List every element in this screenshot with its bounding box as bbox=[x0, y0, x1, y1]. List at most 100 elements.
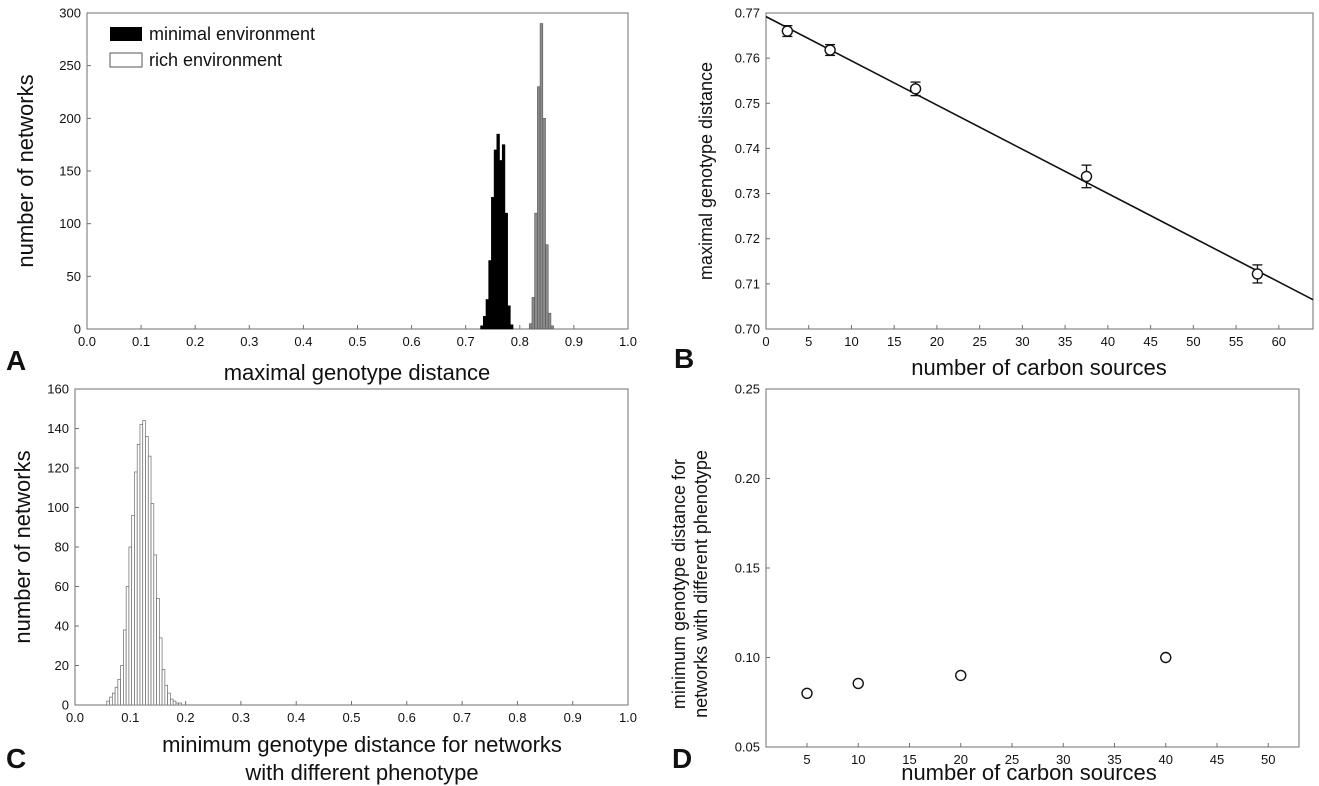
panel-a-legend: minimal environment rich environment bbox=[109, 24, 315, 70]
panel-c-y-tick-label: 160 bbox=[47, 382, 69, 397]
panel-label-d: D bbox=[672, 743, 692, 774]
histogram-bar bbox=[147, 455, 152, 706]
data-point bbox=[909, 83, 922, 95]
bar-rich-environment bbox=[531, 297, 535, 330]
panel-label-b: B bbox=[674, 343, 694, 374]
panel-a-y-tick-label: 100 bbox=[59, 216, 81, 231]
panel-c-x-tick-label: 0.4 bbox=[287, 710, 305, 725]
panel-c-y-tick-label: 40 bbox=[55, 619, 69, 634]
bar-minimal-environment bbox=[493, 149, 498, 330]
histogram-bar bbox=[114, 686, 119, 706]
histogram-bar bbox=[139, 424, 144, 706]
panel-b-x-tick-label: 20 bbox=[930, 334, 944, 349]
panel-c-x-tick-label: 0.9 bbox=[564, 710, 582, 725]
data-point bbox=[852, 677, 864, 690]
bar-minimal-environment bbox=[499, 160, 503, 330]
panel-a-x-tick-label: 0.6 bbox=[403, 334, 421, 349]
panel-d-x-label: number of carbon sources bbox=[901, 760, 1157, 785]
panel-label-a: A bbox=[6, 345, 26, 376]
panel-b-x-tick-label: 5 bbox=[805, 334, 812, 349]
panel-d-plot-frame bbox=[765, 388, 1300, 748]
histogram-bar bbox=[106, 700, 110, 706]
panel-d-y-tick-label: 0.10 bbox=[735, 650, 760, 665]
panel-d-x-tick-label: 50 bbox=[1261, 752, 1275, 767]
data-point bbox=[824, 44, 836, 56]
panel-b-x-tick-label: 25 bbox=[972, 334, 986, 349]
panel-b-x-tick-label: 55 bbox=[1229, 334, 1243, 349]
panel-b-x-tick-label: 40 bbox=[1101, 334, 1115, 349]
histogram-bar bbox=[128, 546, 133, 706]
bar-rich-environment bbox=[547, 312, 552, 330]
histogram-bar bbox=[161, 669, 166, 706]
panel-b-x-label: number of carbon sources bbox=[911, 355, 1167, 380]
histogram-bar bbox=[158, 637, 163, 706]
bar-minimal-environment bbox=[485, 299, 489, 330]
histogram-bar bbox=[170, 698, 174, 706]
bar-minimal-environment bbox=[488, 260, 492, 330]
data-point bbox=[955, 669, 967, 682]
panel-c-y-tick-label: 140 bbox=[47, 421, 69, 436]
panel-b-x-tick-label: 35 bbox=[1058, 334, 1072, 349]
bar-minimal-environment bbox=[510, 324, 514, 330]
bar-rich-environment bbox=[550, 325, 554, 330]
panel-c-x-tick-label: 0.5 bbox=[342, 710, 360, 725]
panel-c-y-tick-label: 60 bbox=[55, 579, 69, 594]
histogram-bar bbox=[172, 700, 177, 706]
data-point bbox=[1080, 170, 1093, 183]
panel-b-x-tick-label: 50 bbox=[1186, 334, 1200, 349]
bar-minimal-environment bbox=[482, 316, 487, 330]
panel-c-y-label: number of networks bbox=[10, 450, 35, 643]
panel-b-y-tick-label: 0.72 bbox=[735, 231, 760, 246]
panel-b-y-tick-label: 0.71 bbox=[735, 276, 760, 291]
panel-c-x-tick-label: 0.8 bbox=[508, 710, 526, 725]
histogram-bar bbox=[178, 702, 182, 706]
histogram-bar bbox=[145, 436, 149, 706]
panel-c-x-tick-label: 0.2 bbox=[177, 710, 195, 725]
bar-minimal-environment bbox=[480, 325, 484, 330]
panel-a-x-tick-label: 0.2 bbox=[186, 334, 204, 349]
panel-label-c: C bbox=[6, 743, 26, 774]
panel-a-x-tick-label: 0.3 bbox=[240, 334, 258, 349]
panel-c-y-tick-label: 100 bbox=[47, 500, 69, 515]
panel-a-x-tick-label: 1.0 bbox=[619, 334, 637, 349]
panel-a-y-label: number of networks bbox=[13, 74, 38, 267]
histogram-bar bbox=[123, 629, 127, 706]
panel-d-x-tick-label: 15 bbox=[902, 752, 916, 767]
bar-minimal-environment bbox=[491, 197, 495, 330]
histogram-bar bbox=[134, 471, 138, 706]
data-point bbox=[1251, 268, 1264, 280]
panel-c-y-tick-label: 80 bbox=[55, 540, 69, 555]
histogram-bar bbox=[131, 515, 135, 706]
panel-d-y-label-line2: networks with different phenotype bbox=[691, 450, 711, 718]
histogram-bar bbox=[164, 684, 168, 706]
panel-b-x-tick-label: 30 bbox=[1015, 334, 1029, 349]
bar-rich-environment bbox=[528, 323, 533, 330]
data-point bbox=[1160, 651, 1172, 664]
bar-minimal-environment bbox=[501, 144, 506, 330]
histogram-bar bbox=[167, 692, 171, 706]
panel-c-y-tick-label: 0 bbox=[62, 698, 69, 713]
panel-b-y-tick-label: 0.70 bbox=[735, 322, 760, 337]
panel-a-x-label: maximal genotype distance bbox=[224, 360, 491, 385]
data-point bbox=[801, 687, 813, 699]
panel-a-y-tick-label: 250 bbox=[59, 58, 81, 73]
panel-c-y-tick-label: 120 bbox=[47, 461, 69, 476]
panel-d-x-tick-label: 35 bbox=[1107, 752, 1121, 767]
histogram-bar bbox=[109, 696, 113, 706]
bar-rich-environment bbox=[542, 118, 546, 330]
panel-a-y-tick-label: 300 bbox=[59, 6, 81, 21]
histogram-bar bbox=[120, 665, 124, 706]
panel-b-x-tick-label: 15 bbox=[887, 334, 901, 349]
panel-a-x-tick-label: 0.7 bbox=[457, 334, 475, 349]
panel-d-x-tick-label: 30 bbox=[1056, 752, 1070, 767]
histogram-bar bbox=[156, 597, 160, 706]
panel-a: 0.0 0.1 0.2 0.3 0.4 0.5 0.6 0.7 0.8 0.9 1.0 0 50 100 1… bbox=[6, 6, 637, 386]
panel-b-x-tick-label: 0 bbox=[762, 334, 769, 349]
histogram-bar bbox=[125, 586, 130, 706]
bar-rich-environment bbox=[539, 23, 544, 330]
panel-b-y-tick-label: 0.77 bbox=[735, 6, 760, 21]
panel-d-x-tick-label: 25 bbox=[1005, 752, 1019, 767]
panel-b-y-label: maximal genotype distance bbox=[696, 62, 716, 280]
panel-c-x-tick-label: 0.1 bbox=[121, 710, 139, 725]
